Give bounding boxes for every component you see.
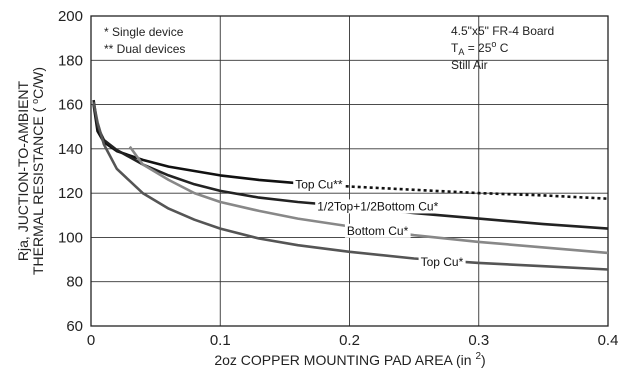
x-tick-label-4: 0.4	[598, 332, 618, 349]
axis-ticks: 0 0.1 0.2 0.3 0.4 60 80 100 120 140 160 180 200	[58, 8, 618, 349]
y-tick-label-1: 80	[66, 274, 83, 291]
x-tick-label-3: 0.3	[468, 332, 489, 349]
series-label-3: Top Cu*	[421, 255, 464, 269]
x-tick-label-1: 0.1	[210, 332, 231, 349]
plot-frame	[90, 15, 609, 327]
grid-lines	[90, 15, 609, 327]
condition-board: 4.5"x5" FR-4 Board	[451, 24, 554, 38]
legend-note-single: * Single device	[104, 25, 184, 39]
series-labels: Top Cu** 1/2Top+1/2Bottom Cu* Bottom Cu* To…	[293, 177, 466, 269]
y-tick-label-4: 140	[58, 141, 83, 158]
condition-air: Still Air	[451, 58, 488, 72]
series-label-1: 1/2Top+1/2Bottom Cu*	[317, 199, 438, 213]
series-label-bg-2	[344, 223, 411, 238]
series-label-0: Top Cu**	[295, 177, 343, 191]
legend-note-dual: ** Dual devices	[104, 42, 185, 56]
y-tick-label-0: 60	[66, 318, 83, 335]
y-tick-label-7: 200	[58, 8, 83, 25]
series-layer	[92, 99, 609, 271]
y-axis-title-line1: Rja, JUCTION-TO-AMBIENT	[15, 80, 31, 261]
series-label-bg-0	[293, 177, 345, 192]
series-label-bg-1	[315, 199, 441, 214]
condition-ambient-temp: TA = 25o C	[451, 39, 509, 57]
y-tick-label-2: 100	[58, 229, 83, 246]
x-tick-label-0: 0	[87, 332, 95, 349]
y-tick-label-6: 180	[58, 52, 83, 69]
y-axis-title: Rja, JUCTION-TO-AMBIENT THERMAL RESISTAN…	[15, 67, 46, 275]
series-line-1-2top-1-2bottom-cu	[92, 99, 609, 230]
y-tick-label-5: 160	[58, 97, 83, 114]
series-line-top-cu	[92, 102, 609, 271]
series-label-bg-3	[418, 254, 466, 269]
series-line-bottom-cu	[128, 145, 609, 255]
x-axis-title: 2oz COPPER MOUNTING PAD AREA (in 2)	[214, 351, 485, 368]
y-tick-label-3: 120	[58, 185, 83, 202]
y-axis-title-line2: THERMAL RESISTANCE ( oC/W)	[30, 67, 46, 275]
series-label-2: Bottom Cu*	[347, 224, 409, 238]
x-tick-label-2: 0.2	[339, 332, 360, 349]
series-line-top-cu-solid	[92, 104, 298, 185]
